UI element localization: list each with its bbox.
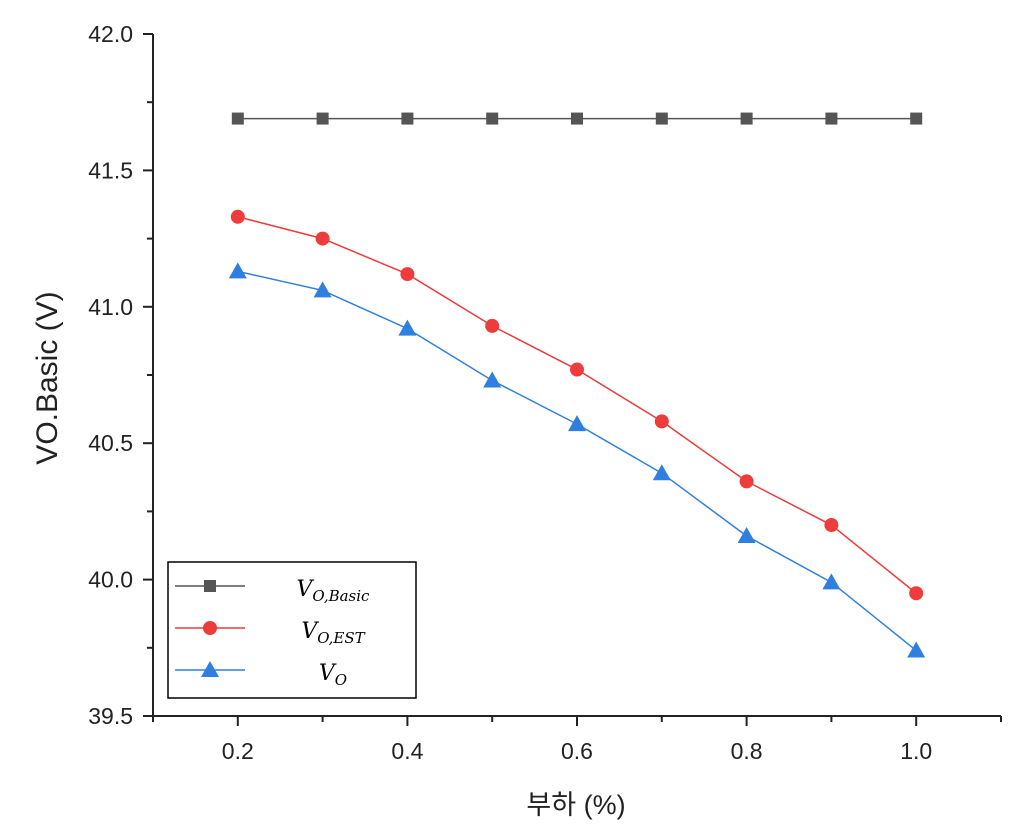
x-tick-label: 1.0 <box>900 738 932 764</box>
data-point <box>315 231 330 246</box>
series-2 <box>230 209 924 601</box>
data-point <box>231 112 244 125</box>
series-line <box>237 216 917 594</box>
x-tick-label: 0.4 <box>391 738 423 764</box>
data-point <box>907 641 926 658</box>
legend-item-3: VO <box>175 661 347 689</box>
x-tick-label: 0.6 <box>561 738 593 764</box>
axes: 39.5 40.0 40.5 41.0 41.5 42.0 0.2 0.4 0.6 0.8 1.0 <box>88 21 1002 764</box>
series-1 <box>231 112 923 125</box>
legend-label: VO,Basic <box>297 577 371 605</box>
y-tick-label: 40.5 <box>88 430 133 456</box>
data-point <box>228 262 247 279</box>
data-point <box>739 474 754 489</box>
legend-marker <box>204 580 216 592</box>
y-tick-label: 41.0 <box>88 294 133 320</box>
data-point <box>483 371 502 388</box>
legend-label: VO,EST <box>301 619 365 647</box>
y-tick-label: 40.0 <box>88 567 133 593</box>
y-tick-label: 41.5 <box>88 157 133 183</box>
data-point <box>230 209 245 224</box>
legend-item-1: VO,Basic <box>175 577 370 605</box>
legend-label: VO <box>319 661 347 689</box>
legend-marker <box>203 621 217 635</box>
data-point <box>571 112 583 125</box>
x-axis-title: 부하 (%) <box>526 790 625 820</box>
data-point <box>740 112 753 125</box>
data-point <box>398 319 417 336</box>
legend: VO,Basic VO,EST VO <box>167 561 417 699</box>
data-point <box>654 414 669 429</box>
data-point <box>824 518 839 533</box>
data-point <box>485 318 500 333</box>
data-point <box>316 112 329 125</box>
x-tick-label: 0.8 <box>731 738 763 764</box>
y-tick-label: 42.0 <box>88 21 133 47</box>
data-point <box>822 573 841 590</box>
plot-area <box>228 112 926 658</box>
data-point <box>313 281 332 298</box>
series-3 <box>228 262 926 658</box>
data-point <box>570 362 584 377</box>
data-point <box>655 112 668 125</box>
data-point <box>910 112 923 125</box>
y-tick-label: 39.5 <box>88 703 133 729</box>
x-tick-label: 0.2 <box>222 738 254 764</box>
data-point <box>401 112 414 125</box>
data-point <box>568 415 586 432</box>
data-point <box>909 586 924 601</box>
legend-marker <box>201 661 219 677</box>
legend-item-2: VO,EST <box>175 619 366 647</box>
data-point <box>737 526 756 543</box>
data-point <box>825 112 838 125</box>
data-point <box>400 267 415 282</box>
data-point <box>486 112 499 125</box>
y-axis-title: VO.Basic (V) <box>31 291 64 464</box>
data-point <box>652 464 671 481</box>
